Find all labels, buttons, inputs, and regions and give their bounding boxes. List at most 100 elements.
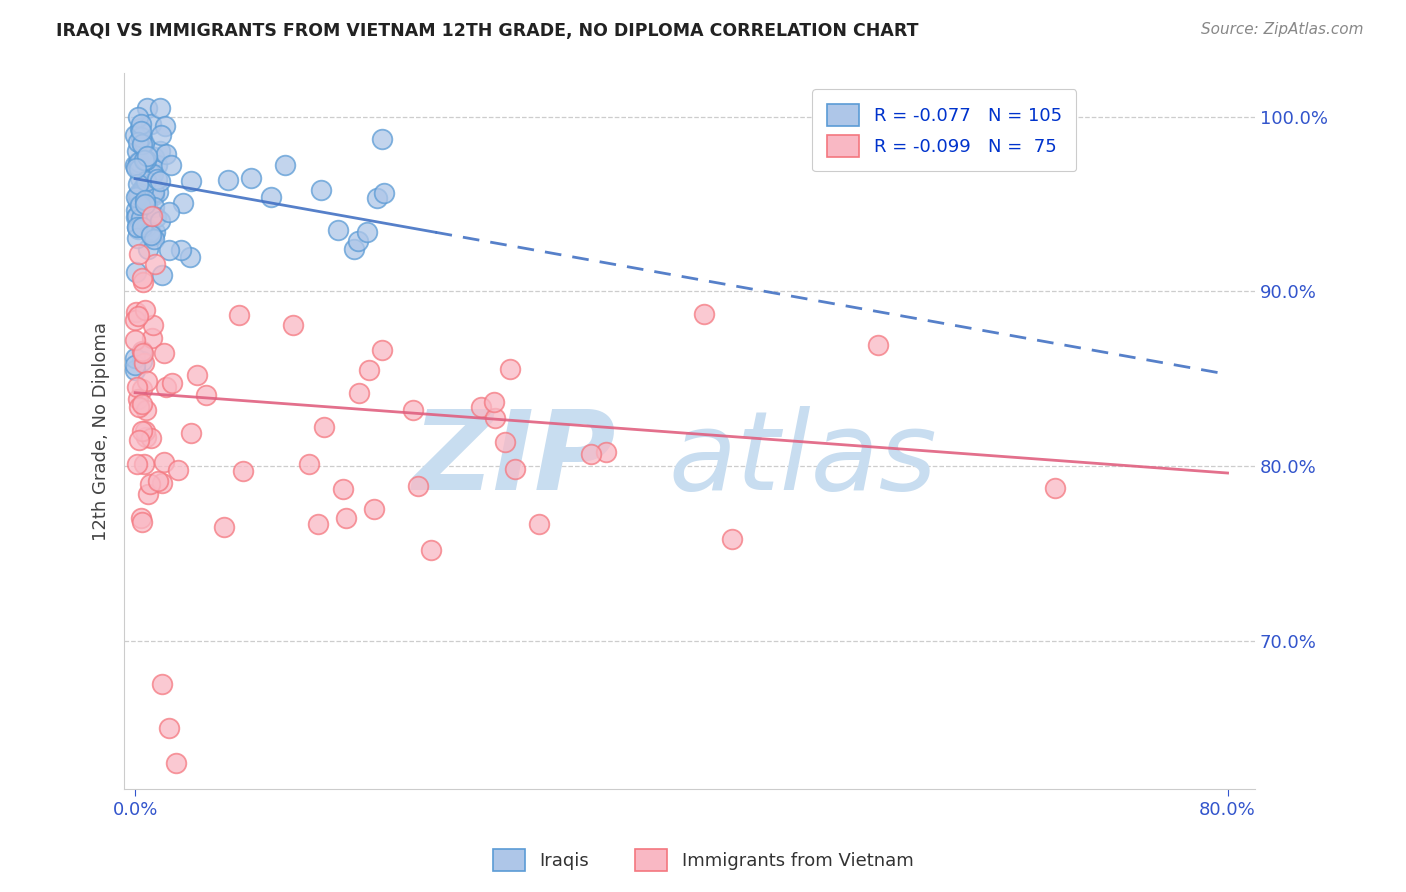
Point: [127, 309, 149, 323]
Point: [170, 243, 193, 257]
Point: [134, 153, 156, 167]
Point: [127, 392, 149, 407]
Point: [141, 209, 163, 223]
Point: [298, 457, 321, 471]
Point: [721, 533, 744, 547]
Point: [134, 136, 156, 151]
Point: [142, 318, 165, 332]
Point: [129, 214, 152, 228]
Point: [134, 303, 156, 318]
Point: [143, 225, 166, 239]
Point: [139, 174, 162, 188]
Point: [135, 174, 157, 188]
Text: atlas: atlas: [668, 406, 936, 513]
Point: [155, 119, 177, 133]
Point: [128, 171, 150, 186]
Point: [179, 250, 201, 264]
Point: [134, 197, 156, 211]
Point: [131, 220, 153, 235]
Point: [366, 191, 388, 205]
Point: [172, 196, 194, 211]
Point: [139, 167, 162, 181]
Point: [131, 383, 153, 397]
Point: [127, 221, 149, 235]
Point: [157, 721, 180, 735]
Point: [527, 516, 550, 531]
Point: [136, 242, 159, 256]
Point: [146, 158, 169, 172]
Point: [470, 401, 492, 415]
Point: [152, 677, 174, 691]
Point: [142, 200, 165, 214]
Point: [128, 246, 150, 260]
Point: [150, 476, 173, 491]
Point: [148, 173, 170, 187]
Point: [135, 374, 157, 388]
Point: [283, 318, 305, 332]
Point: [326, 223, 349, 237]
Point: [359, 363, 381, 377]
Point: [131, 515, 153, 529]
Point: [160, 376, 183, 390]
Point: [131, 270, 153, 285]
Point: [131, 211, 153, 225]
Point: [135, 430, 157, 444]
Point: [142, 167, 165, 181]
Point: [124, 128, 146, 143]
Point: [141, 331, 163, 345]
Point: [149, 101, 172, 115]
Point: [166, 463, 188, 477]
Point: [132, 181, 155, 195]
Point: [581, 447, 603, 461]
Point: [125, 231, 148, 245]
Point: [274, 158, 297, 172]
Point: [149, 145, 172, 159]
Text: IRAQI VS IMMIGRANTS FROM VIETNAM 12TH GRADE, NO DIPLOMA CORRELATION CHART: IRAQI VS IMMIGRANTS FROM VIETNAM 12TH GR…: [56, 22, 918, 40]
Point: [146, 185, 169, 199]
Point: [346, 234, 368, 248]
Text: Source: ZipAtlas.com: Source: ZipAtlas.com: [1201, 22, 1364, 37]
Point: [131, 345, 153, 359]
Point: [127, 111, 149, 125]
Y-axis label: 12th Grade, No Diploma: 12th Grade, No Diploma: [93, 322, 110, 541]
Point: [124, 265, 146, 279]
Point: [402, 403, 425, 417]
Point: [371, 132, 394, 146]
Point: [307, 516, 329, 531]
Point: [129, 216, 152, 230]
Point: [135, 219, 157, 234]
Point: [142, 232, 165, 246]
Point: [214, 520, 236, 534]
Point: [157, 243, 180, 257]
Point: [132, 182, 155, 196]
Point: [125, 144, 148, 158]
Point: [335, 511, 357, 525]
Point: [124, 351, 146, 365]
Point: [125, 219, 148, 234]
Point: [136, 149, 159, 163]
Point: [134, 193, 156, 207]
Point: [135, 102, 157, 116]
Point: [124, 211, 146, 225]
Point: [494, 434, 516, 449]
Point: [124, 158, 146, 172]
Point: [143, 186, 166, 200]
Point: [129, 194, 152, 208]
Point: [419, 543, 441, 558]
Point: [129, 124, 152, 138]
Point: [217, 173, 239, 187]
Point: [499, 361, 522, 376]
Point: [125, 189, 148, 203]
Point: [139, 225, 162, 239]
Point: [129, 117, 152, 131]
Point: [146, 474, 169, 488]
Point: [132, 200, 155, 214]
Point: [155, 379, 177, 393]
Point: [127, 219, 149, 234]
Point: [343, 242, 366, 256]
Point: [260, 190, 283, 204]
Point: [484, 410, 506, 425]
Point: [128, 197, 150, 211]
Point: [128, 401, 150, 415]
Point: [127, 136, 149, 150]
